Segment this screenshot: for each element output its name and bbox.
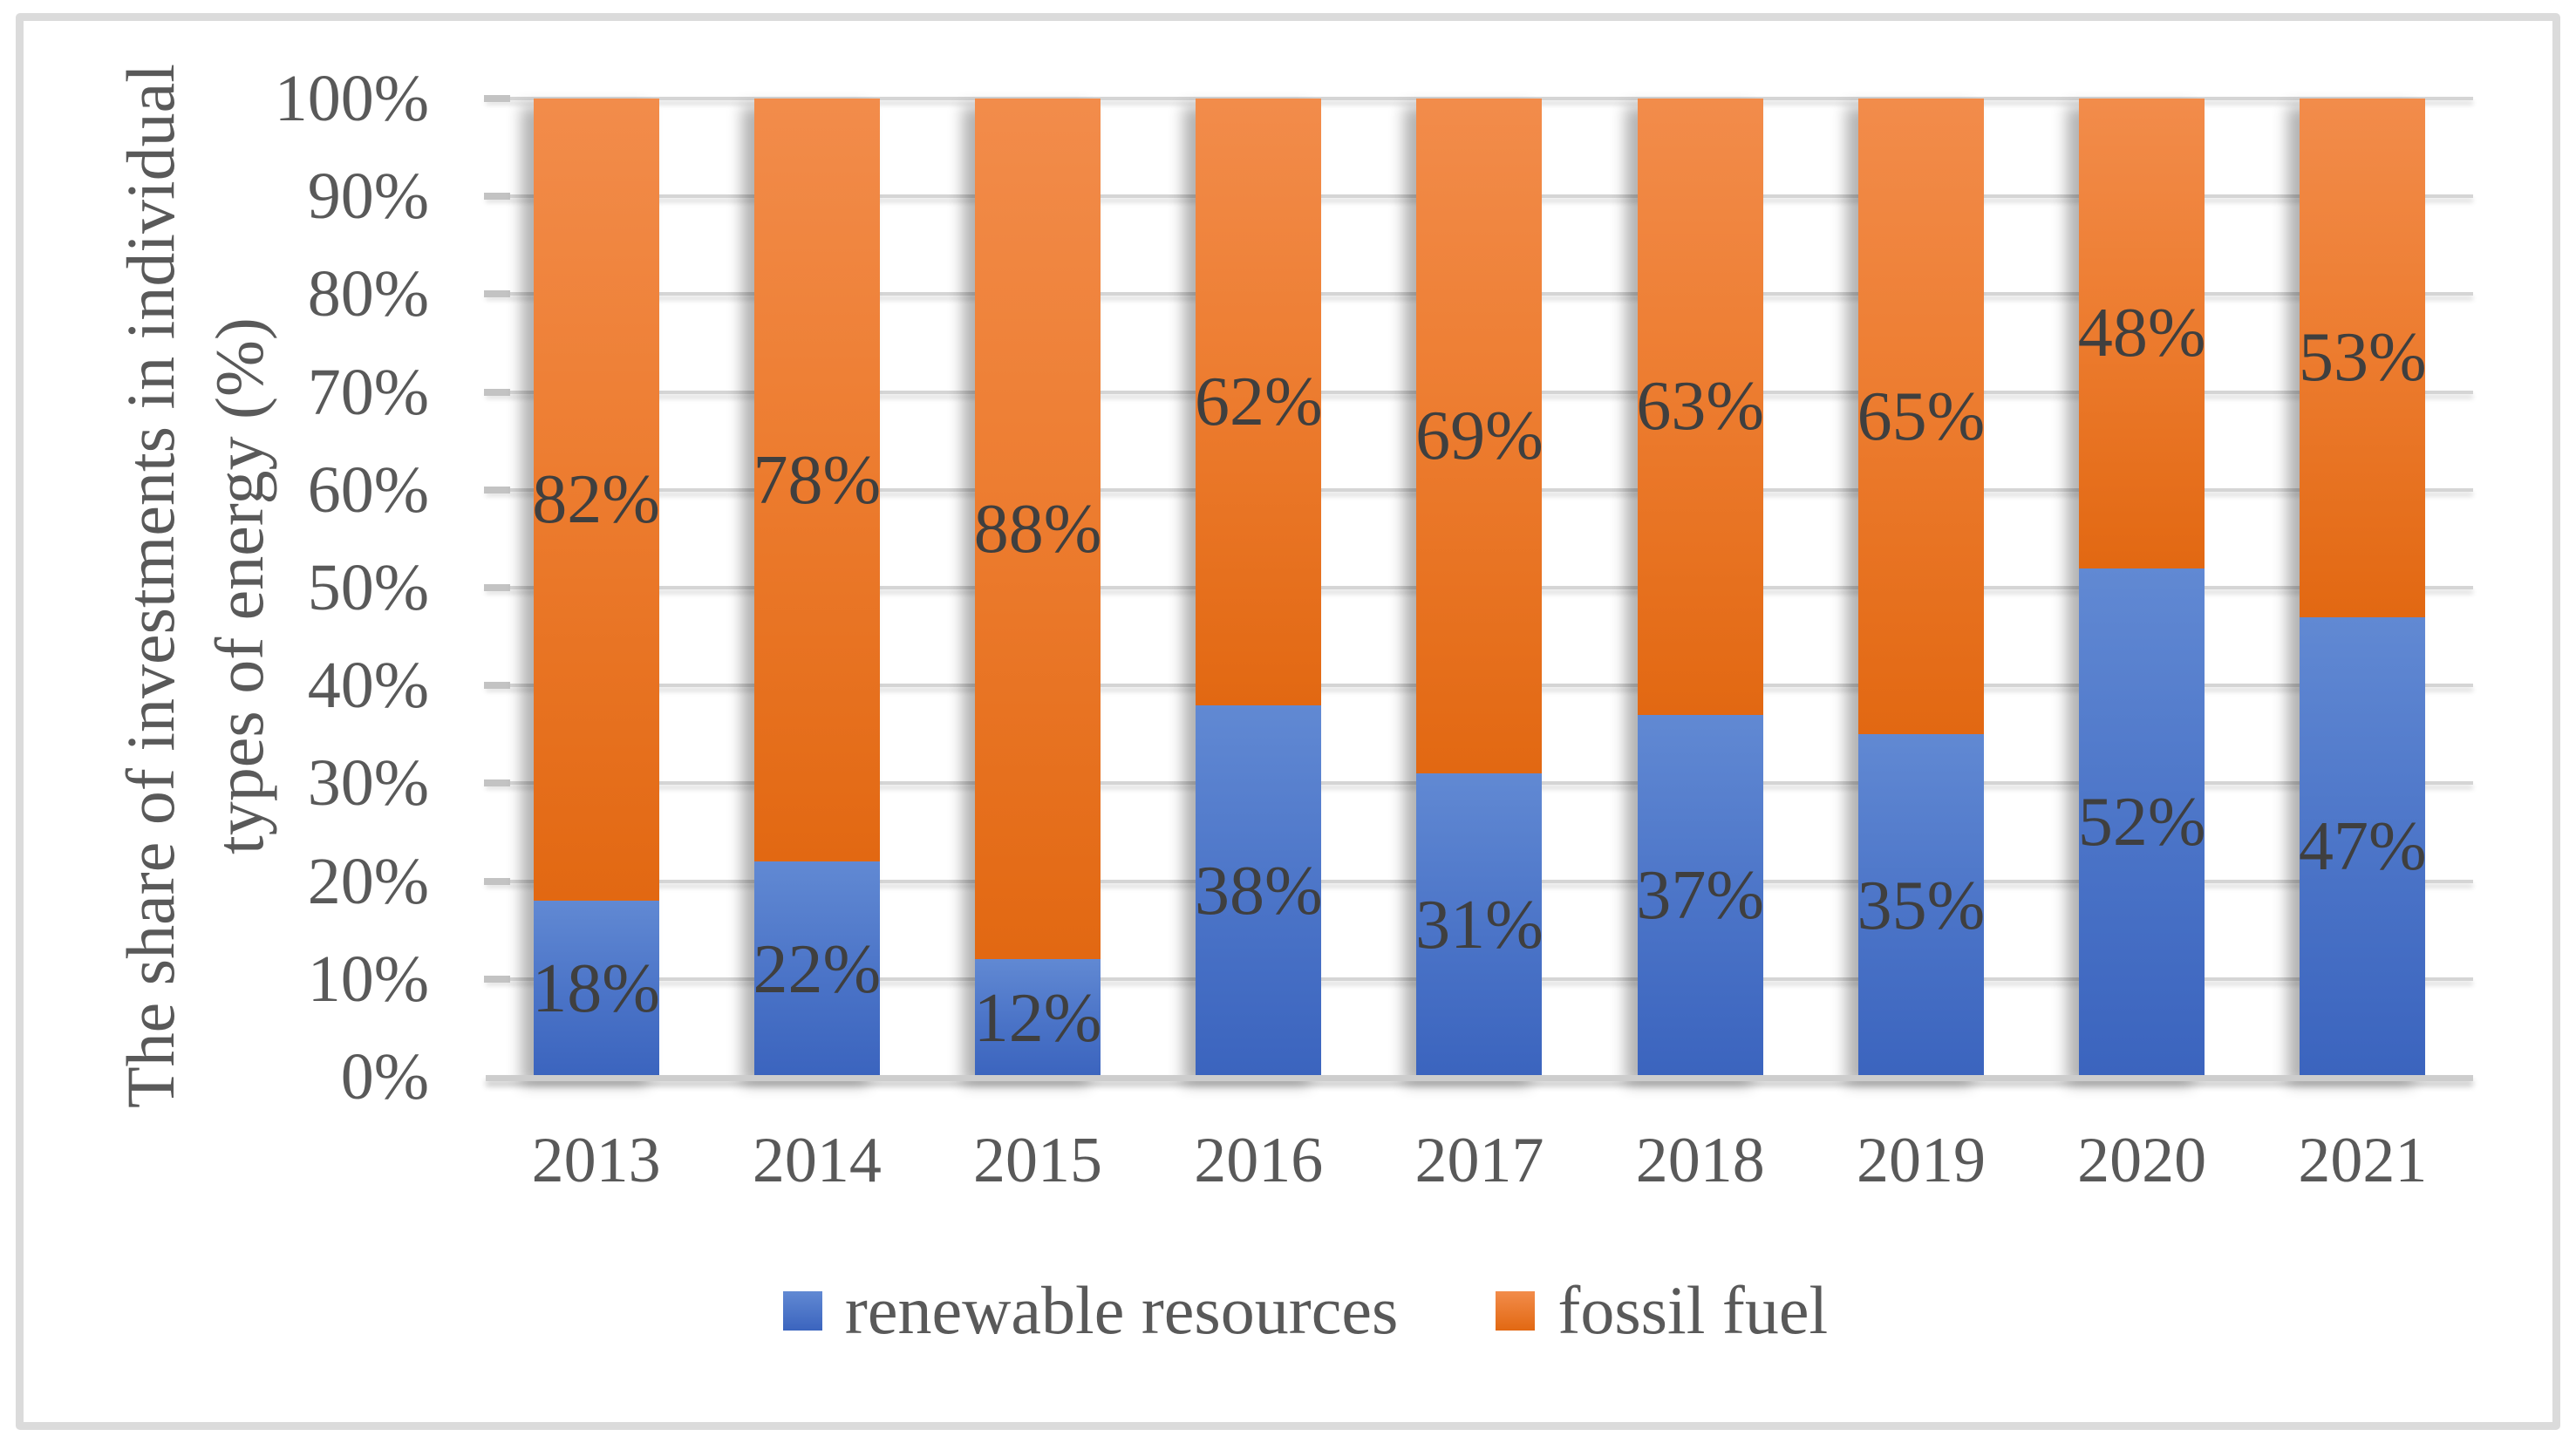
- stacked-bar: [1857, 99, 1984, 1077]
- y-axis-tick-labels: 0% 10% 20% 30% 40% 50% 60% 70% 80% 90% 100%: [0, 65, 429, 1110]
- bar-column: 53% 47%: [2252, 99, 2473, 1077]
- fossil-fuel-data-label: 63%: [1636, 368, 1765, 446]
- gridline-tick: [484, 486, 510, 493]
- bar-column: 48% 52%: [2032, 99, 2252, 1077]
- fossil-fuel-data-label: 53%: [2299, 319, 2427, 397]
- fossil-fuel-data-label: 88%: [973, 490, 1102, 568]
- renewable-segment: [2300, 616, 2426, 1077]
- fossil-fuel-segment: [2079, 99, 2205, 568]
- fossil-fuel-segment: [1196, 99, 1322, 705]
- renewable-segment: [975, 959, 1101, 1077]
- y-axis-tick-label: 100%: [274, 62, 429, 135]
- stacked-bar: [1637, 99, 1763, 1077]
- bar-column: 69% 31%: [1369, 99, 1590, 1077]
- fossil-fuel-segment: [975, 99, 1101, 960]
- legend-item-fossil: fossil fuel: [1496, 1275, 1828, 1346]
- y-axis-tick-label: 10%: [307, 942, 429, 1016]
- legend-item-renewable: renewable resources: [782, 1272, 1399, 1348]
- y-axis-tick-label: 0%: [340, 1040, 429, 1113]
- renewable-data-label: 35%: [1857, 867, 1986, 944]
- renewable-segment: [2079, 568, 2205, 1077]
- bar-column: 65% 35%: [1810, 99, 2031, 1077]
- renewable-segment: [533, 901, 659, 1077]
- renewable-data-label: 37%: [1636, 857, 1765, 935]
- stacked-bar: [1416, 99, 1543, 1077]
- stacked-bar: [975, 99, 1101, 1077]
- y-axis-tick-label: 70%: [307, 355, 429, 429]
- x-axis-labels: 2013 2014 2015 2016 2017 2018 2019 2020 2021: [486, 1119, 2473, 1202]
- stacked-bar: [1196, 99, 1322, 1077]
- fossil-fuel-data-label: 78%: [753, 441, 882, 519]
- gridline-tick: [484, 975, 510, 983]
- gridline-tick: [484, 95, 510, 102]
- bar-column: 63% 37%: [1590, 99, 1810, 1077]
- renewable-segment: [1196, 704, 1322, 1077]
- gridline-tick: [484, 193, 510, 201]
- x-axis-category-label: 2014: [752, 1125, 882, 1196]
- fossil-fuel-segment: [1416, 99, 1543, 774]
- x-axis-category-label: 2021: [2298, 1125, 2428, 1196]
- fossil-fuel-data-label: 48%: [2077, 295, 2206, 372]
- fossil-fuel-data-label: 62%: [1194, 363, 1323, 440]
- renewable-data-label: 22%: [753, 930, 882, 1008]
- renewable-data-label: 38%: [1194, 852, 1323, 929]
- renewable-segment: [1857, 734, 1984, 1077]
- fossil-fuel-segment: [2300, 99, 2426, 617]
- fossil-fuel-data-label: 65%: [1857, 378, 1986, 455]
- gridline-tick: [484, 290, 510, 298]
- x-axis-category-label: 2019: [1856, 1125, 1986, 1196]
- stacked-bar: [2300, 99, 2426, 1077]
- gridline-tick: [484, 877, 510, 885]
- renewable-data-label: 12%: [973, 979, 1102, 1057]
- legend-label: renewable resources: [844, 1272, 1399, 1348]
- stacked-bar: [2079, 99, 2205, 1077]
- y-axis-tick-label: 50%: [307, 551, 429, 624]
- renewable-data-label: 31%: [1415, 887, 1544, 964]
- y-axis-tick-label: 40%: [307, 649, 429, 723]
- y-axis-tick-label: 80%: [307, 257, 429, 331]
- x-axis-category-label: 2018: [1635, 1125, 1765, 1196]
- x-axis-category-label: 2016: [1194, 1125, 1324, 1196]
- x-axis-category-label: 2015: [973, 1125, 1103, 1196]
- y-axis-tick-label: 90%: [307, 160, 429, 234]
- legend: renewable resources fossil fuel: [35, 1275, 2576, 1346]
- renewable-segment: [753, 861, 880, 1077]
- x-axis-category-label: 2013: [531, 1125, 661, 1196]
- renewable-data-label: 18%: [532, 950, 660, 1028]
- gridline-tick: [484, 779, 510, 787]
- gridline-tick: [484, 584, 510, 591]
- bar-column: 62% 38%: [1148, 99, 1369, 1077]
- bar-column: 82% 18%: [486, 99, 706, 1077]
- y-axis-tick-label: 60%: [307, 453, 429, 527]
- renewable-legend-swatch-icon: [782, 1290, 822, 1331]
- renewable-data-label: 52%: [2077, 784, 2206, 861]
- fossil-fuel-segment: [533, 99, 659, 902]
- plot-area: 82% 18% 78% 22% 88% 12% 62% 38% 69% 31% 63% 37% 65% 3…: [486, 99, 2473, 1077]
- bar-column: 78% 22%: [706, 99, 927, 1077]
- renewable-data-label: 47%: [2299, 808, 2427, 886]
- x-axis-line: [486, 1075, 2473, 1081]
- renewable-segment: [1416, 773, 1543, 1077]
- y-axis-tick-label: 30%: [307, 746, 429, 820]
- fossil-fuel-data-label: 69%: [1415, 398, 1544, 475]
- renewable-segment: [1637, 714, 1763, 1077]
- stacked-bar: [533, 99, 659, 1077]
- fossil-fuel-segment: [1857, 99, 1984, 735]
- legend-label: fossil fuel: [1557, 1272, 1829, 1348]
- fossil-fuel-segment: [1637, 99, 1763, 715]
- fossil-legend-swatch-icon: [1496, 1290, 1536, 1331]
- gridline-tick: [484, 682, 510, 690]
- x-axis-category-label: 2020: [2077, 1125, 2207, 1196]
- y-axis-tick-label: 20%: [307, 844, 429, 918]
- fossil-fuel-segment: [753, 99, 880, 862]
- x-axis-category-label: 2017: [1414, 1125, 1544, 1196]
- bar-column: 88% 12%: [927, 99, 1148, 1077]
- fossil-fuel-data-label: 82%: [532, 461, 660, 539]
- stacked-bar: [753, 99, 880, 1077]
- gridline-tick: [484, 388, 510, 396]
